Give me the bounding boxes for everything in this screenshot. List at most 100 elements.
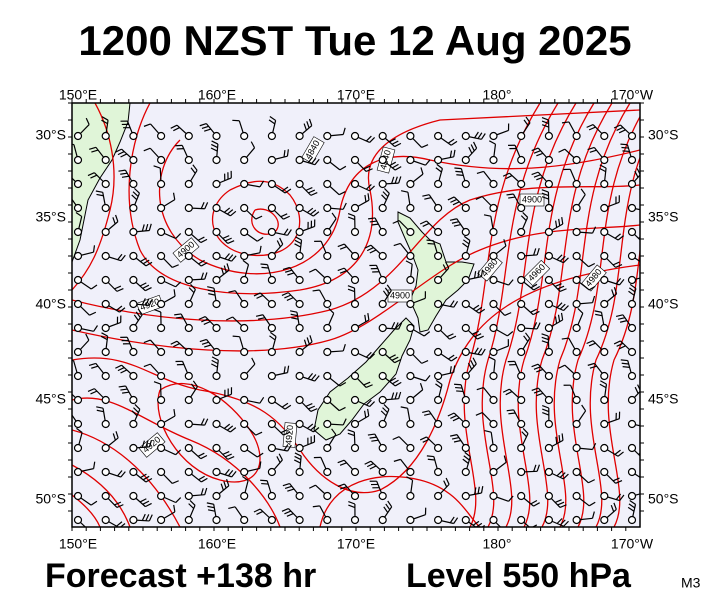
station <box>627 347 637 357</box>
barb-feather <box>581 404 587 412</box>
station <box>295 203 304 213</box>
barb-feather <box>613 124 621 129</box>
station <box>157 323 166 333</box>
barb-feather <box>477 335 484 340</box>
barb-feather <box>347 216 355 221</box>
barb-feather <box>505 175 513 180</box>
barb-feather <box>435 167 442 173</box>
barb-feather <box>542 408 550 413</box>
barb-feather <box>226 263 230 271</box>
barb-feather <box>148 514 153 522</box>
station <box>240 131 249 141</box>
barb-feather <box>200 272 204 280</box>
barb-feather <box>290 313 298 317</box>
barb-feather <box>96 193 104 197</box>
barb-feather <box>391 322 396 329</box>
station <box>350 155 360 165</box>
barb-feather <box>72 143 74 146</box>
barb-feather <box>637 384 640 392</box>
station <box>544 395 554 405</box>
barb-feather <box>133 314 139 321</box>
station <box>461 275 470 285</box>
barb-feather <box>259 396 265 404</box>
station <box>517 515 526 525</box>
station <box>323 419 332 429</box>
barb-feather <box>88 362 96 367</box>
barb-feather <box>143 123 151 127</box>
barb-feather <box>419 220 427 225</box>
station <box>212 371 221 381</box>
station <box>517 371 526 381</box>
station <box>406 131 415 141</box>
barb-feather <box>442 264 447 271</box>
title: 1200 NZST Tue 12 Aug 2025 <box>78 17 631 64</box>
station <box>489 299 498 309</box>
barb-feather <box>530 308 538 313</box>
barb-feather <box>366 247 374 252</box>
barb-feather <box>85 333 90 341</box>
barb-feather <box>92 245 96 253</box>
station <box>350 203 360 213</box>
station <box>240 323 249 333</box>
barb-feather <box>280 213 288 218</box>
barb-feather <box>369 185 375 192</box>
barb-feather <box>289 310 298 313</box>
barb-feather <box>450 434 458 437</box>
station <box>378 179 387 189</box>
barb-feather <box>643 240 649 243</box>
station <box>101 467 110 477</box>
station <box>267 371 276 381</box>
contour-line <box>157 382 261 483</box>
barb-feather <box>365 399 372 406</box>
barb-feather <box>283 228 289 235</box>
map-background <box>72 103 640 527</box>
station <box>350 395 360 405</box>
station <box>489 371 498 381</box>
station <box>544 443 554 453</box>
barb-feather <box>207 289 215 293</box>
barb-feather <box>204 202 209 210</box>
station <box>157 179 166 189</box>
barb-feather <box>365 168 373 173</box>
barb-feather <box>620 143 628 146</box>
barb-feather <box>201 477 208 483</box>
station <box>101 347 110 357</box>
barb-feather <box>615 277 622 285</box>
station <box>544 155 554 165</box>
barb-feather <box>62 195 69 197</box>
station <box>627 299 637 309</box>
barb-feather <box>339 246 347 250</box>
barb-feather <box>591 295 596 303</box>
barb-feather <box>643 456 649 459</box>
barb-feather <box>338 191 346 196</box>
station <box>378 491 387 501</box>
barb-feather <box>367 433 375 436</box>
barb-feather <box>120 172 128 175</box>
barb-feather <box>477 348 483 355</box>
barb-feather <box>148 223 152 231</box>
level-label: Level 550 hPa <box>406 557 632 595</box>
barb-feather <box>389 354 396 359</box>
station <box>489 251 498 261</box>
barb-feather <box>613 286 618 294</box>
barb-feather <box>204 487 208 495</box>
barb-feather <box>533 248 537 256</box>
barb-feather <box>505 391 513 396</box>
barb-feather <box>542 404 549 409</box>
station <box>212 275 221 285</box>
contour-label-text: 4920 <box>284 425 296 446</box>
barb-feather <box>451 221 459 224</box>
barb-feather <box>220 483 224 491</box>
station <box>600 131 609 141</box>
station <box>323 515 332 525</box>
barb-feather <box>382 191 389 198</box>
station <box>73 275 83 285</box>
barb-feather <box>207 286 215 289</box>
station <box>406 275 415 285</box>
station <box>378 251 387 261</box>
station <box>157 371 166 381</box>
station <box>129 275 138 285</box>
barb-feather <box>188 287 195 294</box>
barb-feather <box>269 115 276 121</box>
station <box>600 467 609 477</box>
